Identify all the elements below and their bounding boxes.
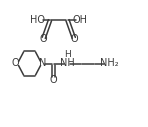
Text: NH: NH	[60, 59, 74, 68]
Text: HO: HO	[30, 15, 45, 25]
Text: O: O	[71, 34, 78, 44]
Text: O: O	[11, 59, 19, 68]
Text: O: O	[49, 75, 57, 85]
Text: H: H	[64, 50, 71, 59]
Text: O: O	[39, 34, 47, 44]
Text: OH: OH	[73, 15, 88, 25]
Text: N: N	[39, 59, 46, 68]
Text: NH₂: NH₂	[100, 59, 119, 68]
